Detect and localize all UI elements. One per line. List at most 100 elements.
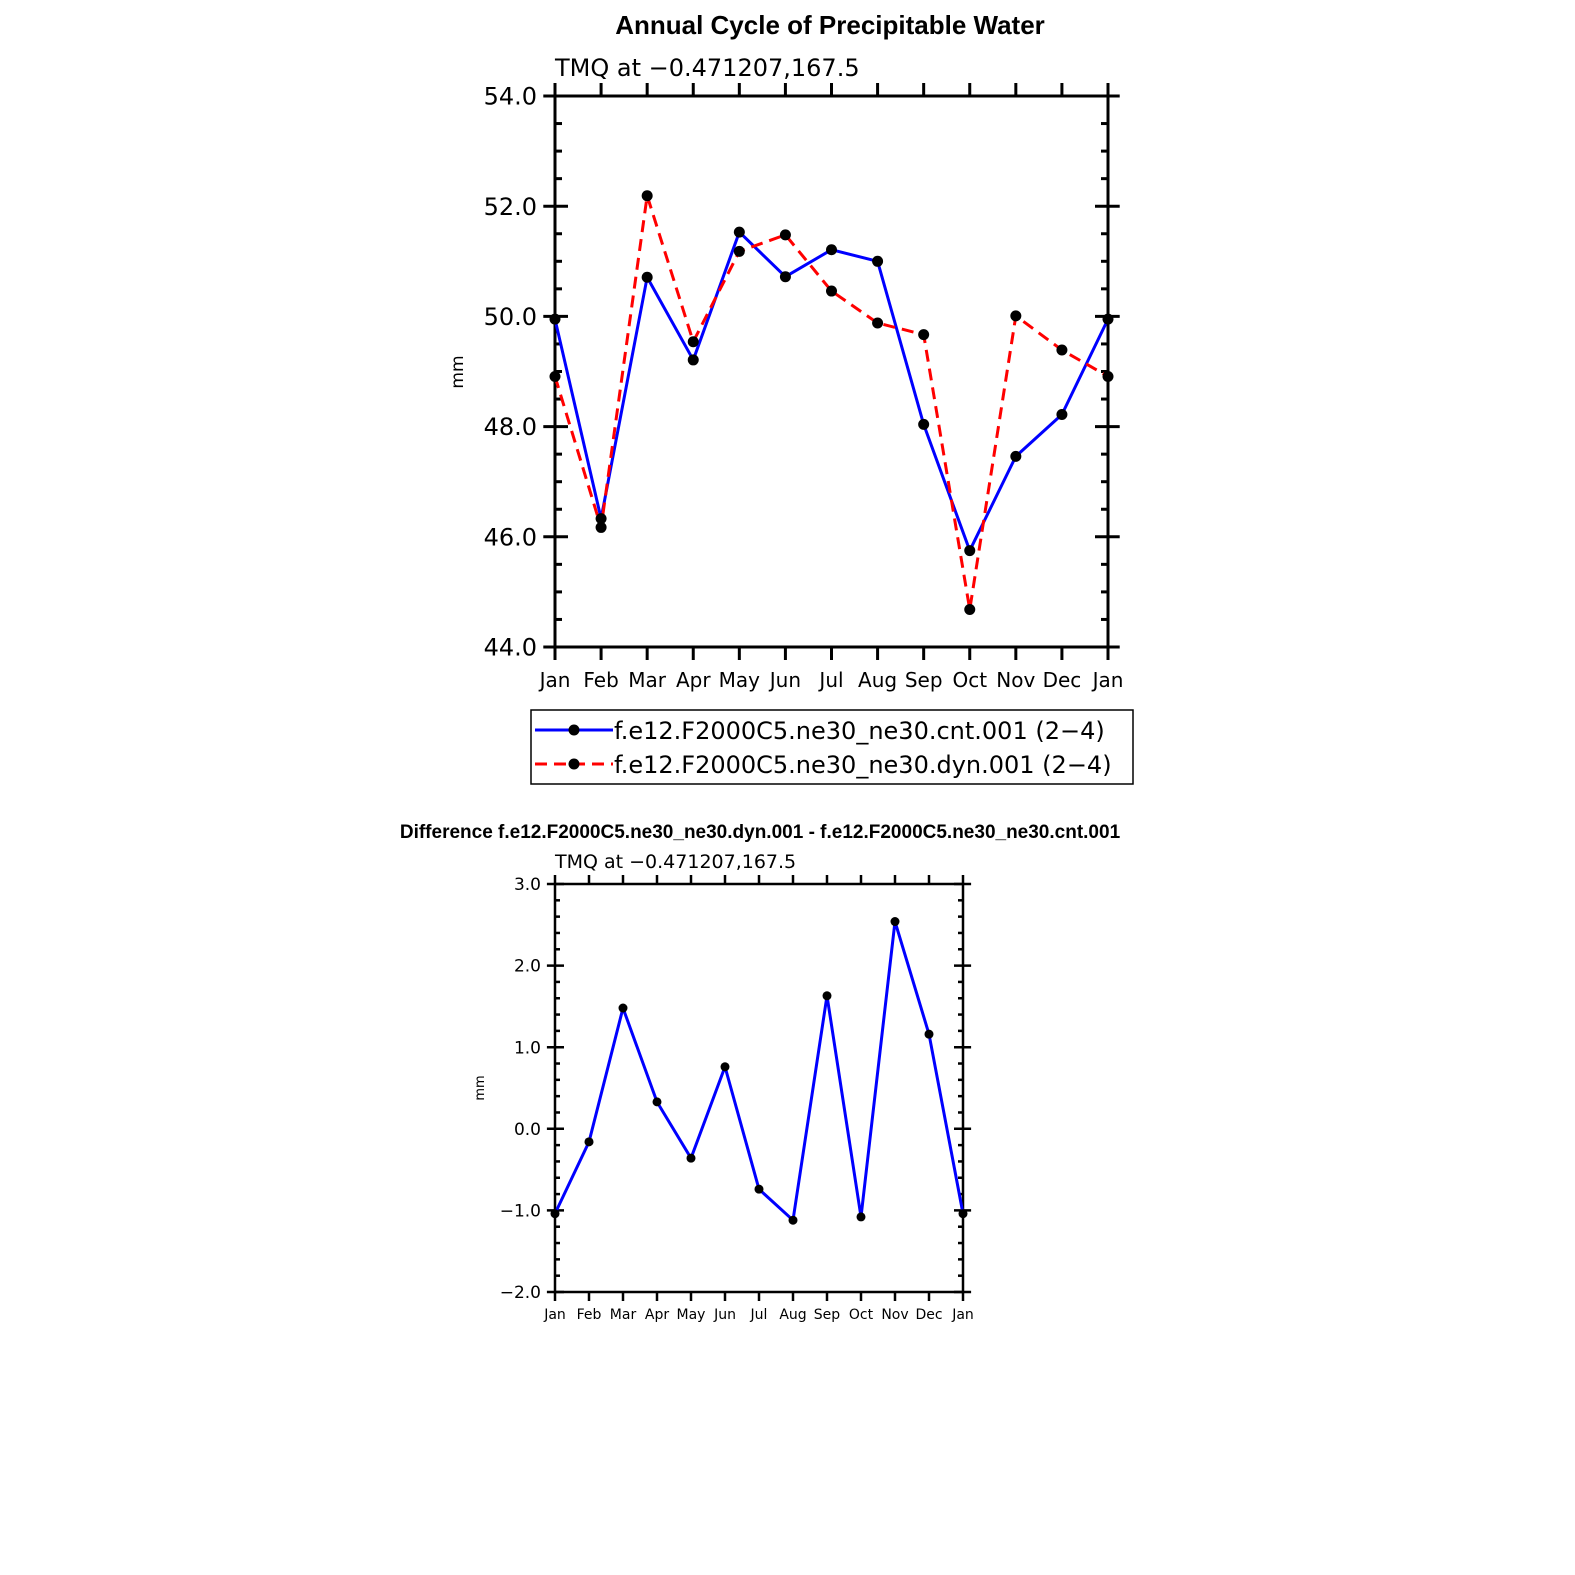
y-tick-label: 3.0 (514, 875, 541, 895)
data-point (918, 418, 930, 430)
series-lines (553, 194, 1110, 612)
series-lines (553, 920, 965, 1222)
annual-cycle-chart: Annual Cycle of Precipitable Water TMQ a… (448, 10, 1134, 785)
x-tick-label: Sep (905, 668, 943, 692)
data-point (872, 255, 884, 267)
x-tick-label: Mar (610, 1307, 637, 1323)
x-tick-label: Mar (628, 668, 667, 692)
data-point (595, 521, 607, 533)
series-line (553, 920, 965, 1222)
y-tick-label: −2.0 (500, 1283, 541, 1303)
x-tick-label: May (719, 668, 761, 692)
data-point (595, 513, 607, 525)
x-tick-label: Oct (849, 1307, 874, 1323)
x-tick-label: Jan (538, 668, 571, 692)
data-point (641, 271, 653, 283)
data-point (549, 370, 561, 382)
y-tick-label: 2.0 (514, 957, 541, 977)
data-point (687, 354, 699, 366)
x-tick-label: Aug (858, 668, 897, 692)
difference-chart: Difference f.e12.F2000C5.ne30_ne30.dyn.0… (400, 822, 1121, 1323)
data-point (822, 991, 832, 1001)
data-point (856, 1212, 866, 1222)
x-tick-label: Feb (577, 1307, 602, 1323)
data-point (1056, 344, 1068, 356)
data-point (1102, 370, 1114, 382)
y-tick-label: 50.0 (484, 303, 537, 331)
data-point (733, 245, 745, 257)
x-tick-label: Jan (1091, 668, 1124, 692)
x-tick-label: Apr (645, 1307, 669, 1323)
data-point (779, 271, 791, 283)
legend-label-dyn: f.e12.F2000C5.ne30_ne30.dyn.001 (2−4) (614, 751, 1112, 779)
series-line (553, 194, 1109, 612)
data-point (652, 1097, 662, 1107)
axis-ticks (546, 875, 972, 1301)
data-point (686, 1153, 696, 1163)
data-point (826, 285, 837, 297)
data-point (1102, 313, 1114, 325)
x-tick-label: Jan (951, 1307, 974, 1323)
data-point (1010, 310, 1022, 322)
series-markers (550, 917, 968, 1225)
x-tick-label: Jan (543, 1307, 566, 1323)
x-tick-label: Jul (817, 668, 843, 692)
y-tick-labels: −2.0 −1.0 0.0 1.0 2.0 3.0 (500, 875, 541, 1303)
data-point (687, 336, 699, 348)
x-tick-label: Dec (1043, 668, 1082, 692)
data-point (1056, 408, 1068, 420)
legend-box (530, 709, 1134, 785)
data-point (584, 1137, 594, 1147)
data-point (958, 1209, 968, 1219)
x-tick-labels: Jan Feb Mar Apr May Jun Jul Aug Sep Oct Nov Dec Jan (543, 1307, 974, 1323)
y-tick-labels: 44.0 46.0 48.0 50.0 52.0 54.0 (484, 83, 537, 662)
data-point (788, 1215, 798, 1225)
legend-marker-dyn (568, 758, 580, 770)
legend-label-cnt: f.e12.F2000C5.ne30_ne30.cnt.001 (2−4) (614, 717, 1105, 745)
data-point (549, 313, 561, 325)
chart-title: Annual Cycle of Precipitable Water (615, 10, 1045, 40)
x-tick-label: Apr (676, 668, 711, 692)
data-point (641, 190, 653, 202)
series-line (553, 230, 1110, 553)
data-point (754, 1184, 764, 1194)
chart-subtitle: TMQ at −0.471207,167.5 (554, 851, 796, 873)
data-point (720, 1062, 730, 1072)
x-tick-label: Dec (915, 1307, 942, 1323)
x-tick-label: Feb (583, 668, 618, 692)
y-tick-label: 44.0 (484, 634, 537, 662)
x-tick-label: May (677, 1307, 706, 1323)
y-tick-label: 1.0 (514, 1038, 541, 1058)
x-tick-label: Sep (814, 1307, 841, 1323)
data-point (964, 604, 976, 616)
data-point (779, 229, 791, 241)
chart-subtitle: TMQ at −0.471207,167.5 (554, 54, 860, 82)
x-tick-label: Aug (779, 1307, 806, 1323)
y-tick-label: 46.0 (484, 523, 537, 551)
plot-frame (553, 94, 1110, 649)
data-point (918, 329, 930, 341)
data-point (550, 1209, 560, 1219)
y-tick-label: −1.0 (500, 1202, 541, 1222)
data-point (733, 226, 745, 238)
data-point (826, 244, 837, 256)
x-tick-label: Nov (996, 668, 1035, 692)
legend-marker-cnt (568, 724, 580, 736)
y-axis-label: mm (448, 355, 468, 388)
data-point (1010, 450, 1022, 462)
x-tick-label: Oct (952, 668, 987, 692)
chart-title: Difference f.e12.F2000C5.ne30_ne30.dyn.0… (400, 822, 1121, 843)
y-tick-label: 54.0 (484, 83, 537, 111)
data-point (618, 1003, 628, 1013)
y-tick-label: 48.0 (484, 413, 537, 441)
data-point (924, 1029, 934, 1039)
x-tick-label: Jun (768, 668, 801, 692)
x-tick-label: Jul (750, 1307, 768, 1323)
x-tick-label: Nov (881, 1307, 908, 1323)
legend: f.e12.F2000C5.ne30_ne30.cnt.001 (2−4) f.… (530, 709, 1134, 785)
y-tick-label: 0.0 (514, 1120, 541, 1140)
series-markers (549, 190, 1114, 616)
data-point (890, 917, 900, 927)
x-tick-labels: Jan Feb Mar Apr May Jun Jul Aug Sep Oct Nov Dec Jan (538, 668, 1124, 692)
